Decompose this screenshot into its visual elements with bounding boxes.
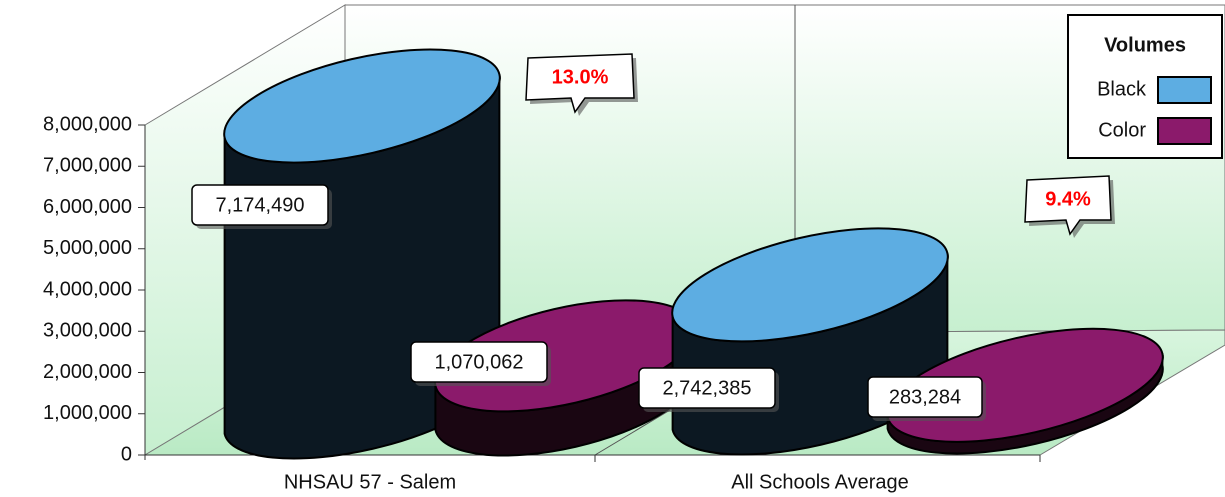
label-box: [638, 367, 776, 409]
legend-swatch: [1157, 117, 1212, 145]
y-tick-label: 8,000,000: [43, 113, 132, 135]
data-label: 1,070,062: [435, 351, 524, 373]
label-box: [191, 184, 329, 226]
y-tick-label: 6,000,000: [43, 196, 132, 218]
legend-label: Color: [1098, 119, 1146, 141]
data-label: 7,174,490: [216, 194, 305, 216]
x-tick-label: NHSAU 57 - Salem: [284, 471, 456, 493]
y-tick-label: 1,000,000: [43, 402, 132, 424]
legend-label: Black: [1097, 78, 1147, 100]
data-label: 283,284: [889, 386, 961, 408]
callout: [525, 53, 635, 114]
label-box: [867, 376, 983, 418]
legend-title: Volumes: [1104, 34, 1186, 56]
data-label: 2,742,385: [663, 377, 752, 399]
bar-top: [671, 227, 949, 343]
y-tick-label: 7,000,000: [43, 155, 132, 177]
y-tick-label: 3,000,000: [43, 320, 132, 342]
y-tick-label: 2,000,000: [43, 361, 132, 383]
annotation: 13.0%: [552, 66, 609, 88]
callout: [1024, 175, 1112, 236]
labels: 7,174,490 1,070,062 2,742,385 283,284 13.0% 9…: [191, 53, 1115, 421]
x-tick-label: All Schools Average: [731, 471, 909, 493]
y-tick-label: 5,000,000: [43, 237, 132, 259]
label-box: [410, 341, 548, 383]
annotation: 9.4%: [1045, 188, 1091, 210]
bar-top: [223, 48, 501, 164]
y-tick-label: 4,000,000: [43, 278, 132, 300]
y-tick-label: 0: [121, 443, 132, 465]
legend-swatch: [1157, 76, 1212, 104]
